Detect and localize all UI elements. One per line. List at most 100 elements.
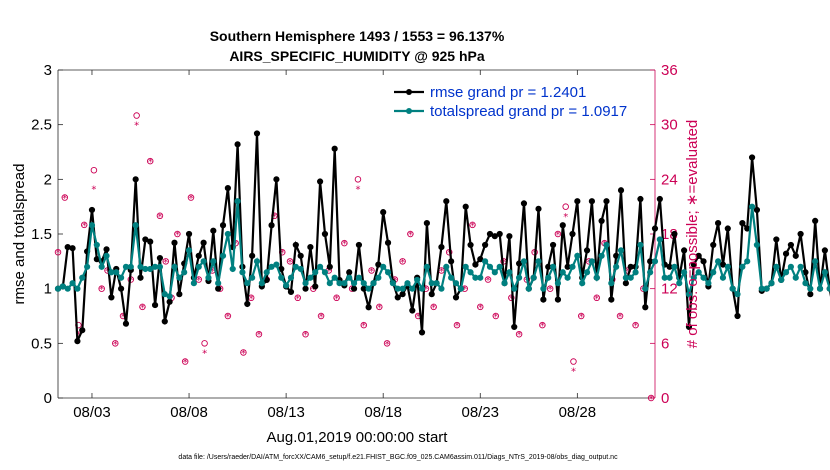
rmse-point (671, 230, 678, 238)
rmse-point (331, 145, 338, 152)
totalspread-point (132, 222, 139, 229)
totalspread-point (156, 263, 164, 270)
rmse-point (380, 209, 387, 216)
data-series (54, 130, 830, 345)
rmse-point (234, 141, 241, 148)
obs-possible-marker (360, 321, 368, 329)
totalspread-point (443, 263, 450, 270)
obs-evaluated-marker: * (202, 348, 207, 359)
totalspread-point (302, 280, 309, 287)
totalspread-point (535, 258, 542, 265)
obs-evaluated-marker: * (633, 321, 638, 332)
totalspread-point (778, 276, 785, 284)
totalspread-point (360, 280, 367, 287)
totalspread-point (651, 258, 659, 265)
obs-evaluated-marker: * (148, 157, 153, 168)
totalspread-point (452, 280, 460, 287)
totalspread-point (380, 263, 387, 270)
rmse-point (710, 241, 717, 249)
y2-tick-label: 36 (661, 62, 678, 79)
totalspread-point (263, 269, 270, 276)
rmse-point (739, 219, 746, 227)
obs-evaluated-marker: * (555, 230, 560, 241)
totalspread-point (341, 280, 348, 287)
obs-possible-marker (647, 394, 655, 402)
totalspread-point (802, 280, 809, 287)
totalspread-point (423, 263, 430, 270)
obs-evaluated-marker: * (183, 358, 188, 369)
rmse-point (244, 300, 251, 308)
rmse-point (297, 252, 304, 259)
totalspread-point (807, 285, 814, 292)
totalspread-point (569, 263, 576, 270)
legend-label: rmse grand pr = 1.2401 (430, 84, 586, 101)
totalspread-point (714, 258, 722, 265)
totalspread-point (312, 269, 319, 276)
totalspread-point (316, 263, 324, 270)
obs-possible-marker (174, 230, 181, 238)
totalspread-point (681, 269, 688, 276)
rmse-point (166, 298, 173, 305)
totalspread-point (239, 269, 246, 276)
obs-evaluated-marker: * (462, 285, 467, 296)
rmse-point (724, 225, 731, 232)
x-tick-label: 08/18 (364, 404, 402, 421)
rmse-point (122, 320, 130, 327)
totalspread-point (326, 280, 333, 287)
totalspread-point (545, 274, 552, 281)
obs-evaluated-marker: * (188, 194, 193, 205)
totalspread-point (253, 258, 261, 265)
obs-possible-marker (539, 321, 546, 329)
totalspread-point (676, 280, 683, 287)
obs-evaluated-marker: * (233, 239, 238, 250)
obs-evaluated-marker: * (431, 303, 436, 314)
totalspread-point (346, 274, 353, 281)
totalspread-point (287, 274, 295, 281)
totalspread-point (482, 258, 489, 265)
totalspread-point (559, 269, 566, 276)
obs-evaluated-marker: * (385, 339, 390, 350)
rmse-point (302, 285, 309, 292)
obs-possible-marker (162, 258, 170, 265)
obs-possible-marker (508, 294, 515, 302)
totalspread-point (598, 252, 605, 259)
totalspread-point (414, 276, 421, 284)
totalspread-point (797, 263, 804, 270)
obs-evaluated-marker: * (169, 294, 174, 305)
totalspread-point (792, 274, 799, 281)
obs-evaluated-marker: * (157, 212, 162, 223)
rmse-point (549, 241, 557, 249)
totalspread-point (462, 263, 469, 270)
obs-possible-marker (201, 340, 208, 347)
totalspread-point (244, 280, 251, 287)
totalspread-point (671, 263, 678, 270)
obs-evaluated-marker: * (105, 266, 110, 277)
obs-possible-marker (286, 258, 294, 265)
totalspread-point (321, 269, 329, 276)
totalspread-point (190, 280, 198, 287)
totalspread-point (64, 285, 71, 292)
obs-evaluated-marker: * (175, 230, 180, 241)
y-tick-label: 0.5 (31, 335, 52, 352)
totalspread-point (297, 265, 304, 273)
rmse-point (685, 323, 693, 331)
totalspread-point (491, 269, 498, 276)
totalspread-point (258, 280, 265, 287)
obs-possible-marker (570, 358, 577, 365)
y-tick-label: 3 (44, 62, 52, 79)
totalspread-point (365, 285, 372, 292)
rmse-point (472, 261, 479, 268)
totalspread-point (719, 274, 727, 281)
obs-evaluated-marker: * (319, 312, 324, 323)
chart-subtitle: AIRS_SPECIFIC_HUMIDITY @ 925 hPa (229, 48, 485, 64)
totalspread-point (229, 265, 236, 273)
rmse-point (719, 261, 727, 268)
obs-possible-marker (156, 212, 164, 220)
rmse-point (812, 217, 819, 224)
obs-evaluated-marker: * (439, 266, 444, 277)
x-tick-label: 08/13 (267, 404, 305, 421)
totalspread-point (278, 274, 285, 281)
obs-evaluated-marker: * (121, 312, 126, 323)
rmse-point (268, 222, 275, 229)
rmse-point (452, 294, 460, 301)
